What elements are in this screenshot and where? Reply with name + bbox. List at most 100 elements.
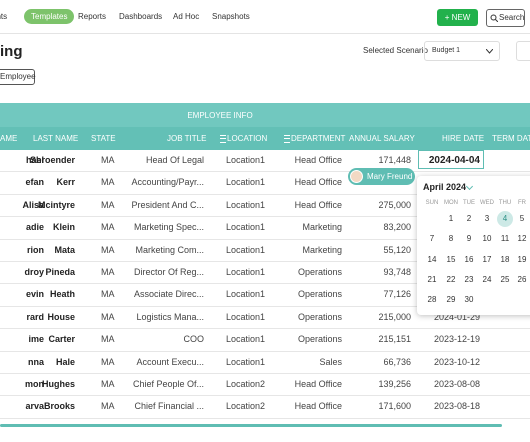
column-label[interactable]: DEPARTMENT [291, 134, 346, 143]
cell[interactable]: Head Office [294, 199, 342, 210]
cell[interactable]: hael [25, 155, 44, 165]
column-label[interactable]: TERM DATE [492, 134, 530, 143]
cell[interactable]: 2024-04-04 [428, 155, 480, 166]
cell[interactable]: Operations [297, 267, 342, 277]
cell[interactable]: 66,736 [383, 356, 411, 367]
cell[interactable]: Brooks [43, 401, 75, 412]
cell[interactable]: 215,000 [378, 311, 411, 322]
cell[interactable]: MA [101, 267, 115, 277]
cell[interactable]: 215,151 [378, 334, 411, 345]
day[interactable]: 11 [500, 234, 510, 244]
day[interactable]: 12 [517, 234, 527, 244]
day[interactable]: 30 [464, 295, 474, 305]
cell[interactable]: arva [25, 401, 44, 412]
cell[interactable]: Klein [52, 222, 75, 233]
cell[interactable]: Operations [297, 334, 342, 345]
cell[interactable]: 2024-01-29 [433, 311, 480, 322]
day[interactable]: 28 [427, 295, 437, 305]
cell[interactable]: mon [25, 379, 44, 389]
cell[interactable]: Location1 [226, 334, 266, 345]
cell[interactable]: MA [101, 401, 115, 412]
cell[interactable]: Location1 [226, 356, 266, 367]
cell[interactable]: MA [101, 222, 115, 233]
day[interactable]: 4 [502, 214, 508, 223]
column-label[interactable]: JOB TITLE [167, 134, 207, 143]
cell[interactable]: 93,748 [383, 267, 411, 277]
cell[interactable]: Location1 [226, 311, 266, 322]
day[interactable]: 14 [427, 254, 437, 264]
cell[interactable]: Kerr [56, 177, 75, 188]
cell[interactable]: MA [101, 199, 115, 210]
month-chevron[interactable] [465, 182, 474, 191]
nav-item[interactable]: Snapshots [212, 12, 250, 21]
cell[interactable]: President And C... [131, 199, 204, 210]
nav-item[interactable]: Ad Hoc [173, 12, 200, 21]
day[interactable]: 22 [446, 274, 456, 284]
day[interactable]: 23 [464, 274, 474, 284]
cell[interactable]: rard [26, 311, 44, 322]
day[interactable]: 18 [500, 254, 510, 264]
filter-icon[interactable] [220, 135, 226, 143]
nav-item[interactable]: Dashboards [119, 12, 163, 21]
day[interactable]: 3 [484, 214, 490, 223]
day[interactable]: 10 [482, 234, 492, 244]
cell[interactable]: Marketing [302, 244, 342, 255]
cell[interactable]: efan [25, 177, 44, 188]
cell[interactable]: evin [25, 289, 44, 300]
cell[interactable]: MA [101, 244, 115, 255]
cell[interactable]: 2023-10-12 [433, 356, 480, 367]
cell[interactable]: 77,126 [383, 289, 411, 300]
cell[interactable]: 275,000 [378, 199, 411, 210]
cell[interactable]: MA [101, 177, 115, 188]
month-label[interactable]: April 2024 [423, 182, 467, 192]
cell[interactable]: Head Office [294, 177, 342, 188]
cell[interactable]: MA [101, 379, 115, 389]
cell[interactable]: 2023-12-19 [433, 334, 480, 345]
cell[interactable]: Sales [319, 356, 342, 367]
cell[interactable]: Chief Financial ... [134, 401, 204, 412]
day[interactable]: 2 [466, 214, 472, 223]
cell[interactable]: 171,600 [378, 401, 411, 412]
day[interactable]: 19 [517, 254, 527, 264]
cell[interactable]: MA [101, 311, 115, 322]
cell[interactable]: Director Of Reg... [133, 267, 204, 277]
cell[interactable]: Location2 [226, 379, 266, 389]
day[interactable]: 21 [427, 274, 437, 284]
cell[interactable]: Logistics Mana... [136, 311, 204, 322]
cell[interactable]: 55,120 [383, 244, 411, 255]
cell[interactable]: Location1 [226, 199, 266, 210]
day[interactable]: 16 [464, 254, 474, 264]
filter-icon[interactable] [284, 135, 290, 143]
cell[interactable]: Location1 [226, 155, 266, 165]
day[interactable]: 29 [446, 295, 456, 305]
nav-item[interactable]: ents [0, 12, 8, 21]
cell[interactable]: Associate Direc... [133, 289, 204, 300]
cell[interactable]: Location1 [226, 289, 266, 300]
cell[interactable]: Mcintyre [37, 199, 75, 210]
cell[interactable]: Heath [49, 289, 75, 300]
cell[interactable]: Head Office [294, 401, 342, 412]
cell[interactable]: Marketing [302, 222, 342, 233]
cell[interactable]: 2023-08-08 [433, 379, 480, 389]
cell[interactable]: Marketing Com... [135, 244, 204, 255]
selected-day[interactable] [497, 211, 513, 227]
day[interactable]: 24 [482, 274, 492, 284]
cell[interactable]: Location1 [226, 177, 266, 188]
cell[interactable]: MA [101, 356, 115, 367]
column-label[interactable]: HIRE DATE [442, 134, 485, 143]
cell[interactable]: droy [24, 267, 44, 277]
new-button[interactable]: + NEW [437, 9, 478, 26]
cell[interactable]: COO [183, 334, 204, 345]
cell[interactable]: rion [27, 244, 44, 255]
cell[interactable]: MA [101, 334, 115, 345]
day[interactable]: 26 [517, 274, 527, 284]
scenario-select[interactable]: Budget 1 [424, 41, 500, 61]
cell[interactable]: Pineda [45, 267, 75, 277]
cell[interactable]: MA [101, 289, 115, 300]
cell[interactable]: adie [25, 222, 44, 233]
cell[interactable]: Location1 [226, 222, 266, 233]
cell[interactable]: Operations [297, 289, 342, 300]
cell[interactable]: Operations [297, 311, 342, 322]
day[interactable]: 7 [429, 234, 435, 244]
column-label[interactable]: LAST NAME [33, 134, 79, 143]
